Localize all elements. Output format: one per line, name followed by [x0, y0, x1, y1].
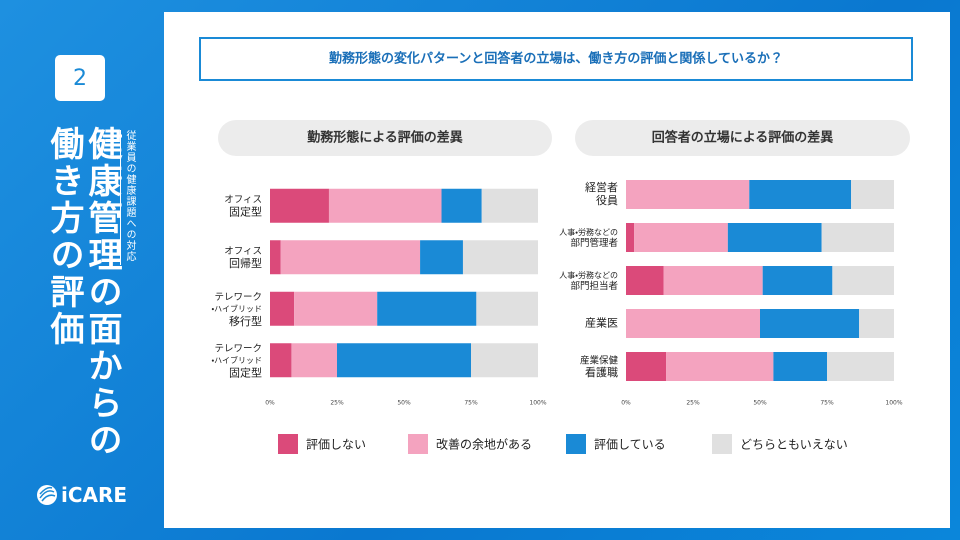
bar-segment — [663, 266, 763, 295]
x-tick-label: 50% — [753, 400, 767, 407]
legend-swatch — [408, 434, 428, 454]
y-tick-label: 産業医 — [585, 316, 618, 330]
x-tick-label: 50% — [397, 400, 411, 407]
bar-segment — [666, 352, 774, 381]
bar-segment — [270, 188, 329, 223]
legend-label: 評価しない — [306, 438, 366, 452]
x-tick-label: 0% — [621, 400, 631, 407]
bar-segment — [441, 188, 482, 223]
x-tick-label: 100% — [529, 400, 546, 407]
y-tick-label: 固定型 — [229, 204, 262, 218]
y-tick-label: オフィス — [224, 246, 262, 257]
bar-segment — [481, 188, 538, 223]
bar-segment — [760, 309, 860, 338]
bar-segment — [634, 223, 728, 252]
y-tick-label: 移行型 — [229, 314, 262, 328]
legend-label: 評価している — [594, 438, 666, 452]
bar-segment — [270, 240, 281, 275]
bar-segment — [626, 309, 760, 338]
chart-title-bg — [575, 120, 910, 156]
y-tick-label: 固定型 — [229, 365, 262, 379]
y-tick-label: 役員 — [596, 193, 618, 207]
x-tick-label: 75% — [464, 400, 478, 407]
bar-segment — [328, 188, 442, 223]
section-number: 2 — [55, 55, 105, 101]
bar-segment — [270, 343, 292, 378]
legend-label: 改善の余地がある — [436, 437, 532, 452]
bar-segment — [832, 266, 894, 295]
sidebar-title: 働き方の評価 — [44, 126, 84, 348]
legend-swatch — [278, 434, 298, 454]
y-tick-label: 部門管理者 — [570, 237, 618, 249]
y-tick-label: 経営者 — [585, 180, 618, 194]
legend-swatch — [566, 434, 586, 454]
y-tick-label: ・ハイブリッド — [211, 355, 262, 365]
bar-segment — [727, 223, 822, 252]
bar-segment — [859, 309, 894, 338]
bar-segment — [291, 343, 337, 378]
bar-segment — [270, 291, 295, 326]
y-tick-label: 人事・労務などの — [559, 270, 618, 280]
bar-segment — [626, 223, 635, 252]
sidebar-title: 健康管理の面からの — [82, 126, 122, 459]
sidebar-subtitle: 従業員の健康課題への対応 — [124, 130, 135, 262]
bar-segment — [476, 291, 538, 326]
x-tick-label: 0% — [265, 400, 275, 407]
bar-segment — [821, 223, 894, 252]
bar-segment — [462, 240, 538, 275]
y-tick-label: テレワーク — [214, 343, 262, 354]
divider — [120, 130, 121, 265]
bar-segment — [294, 291, 378, 326]
question-box — [199, 37, 913, 81]
x-tick-label: 100% — [885, 400, 902, 407]
logo: iCARE — [61, 483, 128, 507]
legend-label: どちらともいえない — [740, 438, 848, 452]
legend-swatch — [712, 434, 732, 454]
x-tick-label: 25% — [330, 400, 344, 407]
y-tick-label: 回帰型 — [229, 256, 262, 270]
y-tick-label: 看護職 — [585, 365, 618, 379]
x-tick-label: 25% — [686, 400, 700, 407]
bar-segment — [762, 266, 833, 295]
bar-segment — [851, 180, 894, 209]
bar-segment — [626, 266, 664, 295]
bar-segment — [749, 180, 852, 209]
chart-title-bg — [218, 120, 552, 156]
bar-segment — [827, 352, 894, 381]
bar-segment — [626, 180, 750, 209]
question: 勤務形態の変化パターンと回答者の立場は、働き方の評価と関係しているか？ — [329, 51, 783, 67]
bar-segment — [471, 343, 538, 378]
bar-segment — [626, 352, 667, 381]
y-tick-label: オフィス — [224, 195, 262, 206]
bar-segment — [337, 343, 471, 378]
chart-title: 勤務形態による評価の差異 — [307, 130, 463, 146]
chart-title: 回答者の立場による評価の差異 — [652, 130, 834, 146]
y-tick-label: 部門担当者 — [570, 280, 618, 292]
y-tick-label: ・ハイブリッド — [211, 303, 262, 313]
bar-segment — [377, 291, 477, 326]
bar-segment — [280, 240, 421, 275]
y-tick-label: テレワーク — [214, 292, 262, 303]
y-tick-label: 産業保健 — [580, 354, 619, 366]
x-tick-label: 75% — [820, 400, 834, 407]
bar-segment — [773, 352, 827, 381]
bar-segment — [420, 240, 463, 275]
logo-icon — [37, 485, 57, 505]
y-tick-label: 人事・労務などの — [559, 227, 618, 237]
